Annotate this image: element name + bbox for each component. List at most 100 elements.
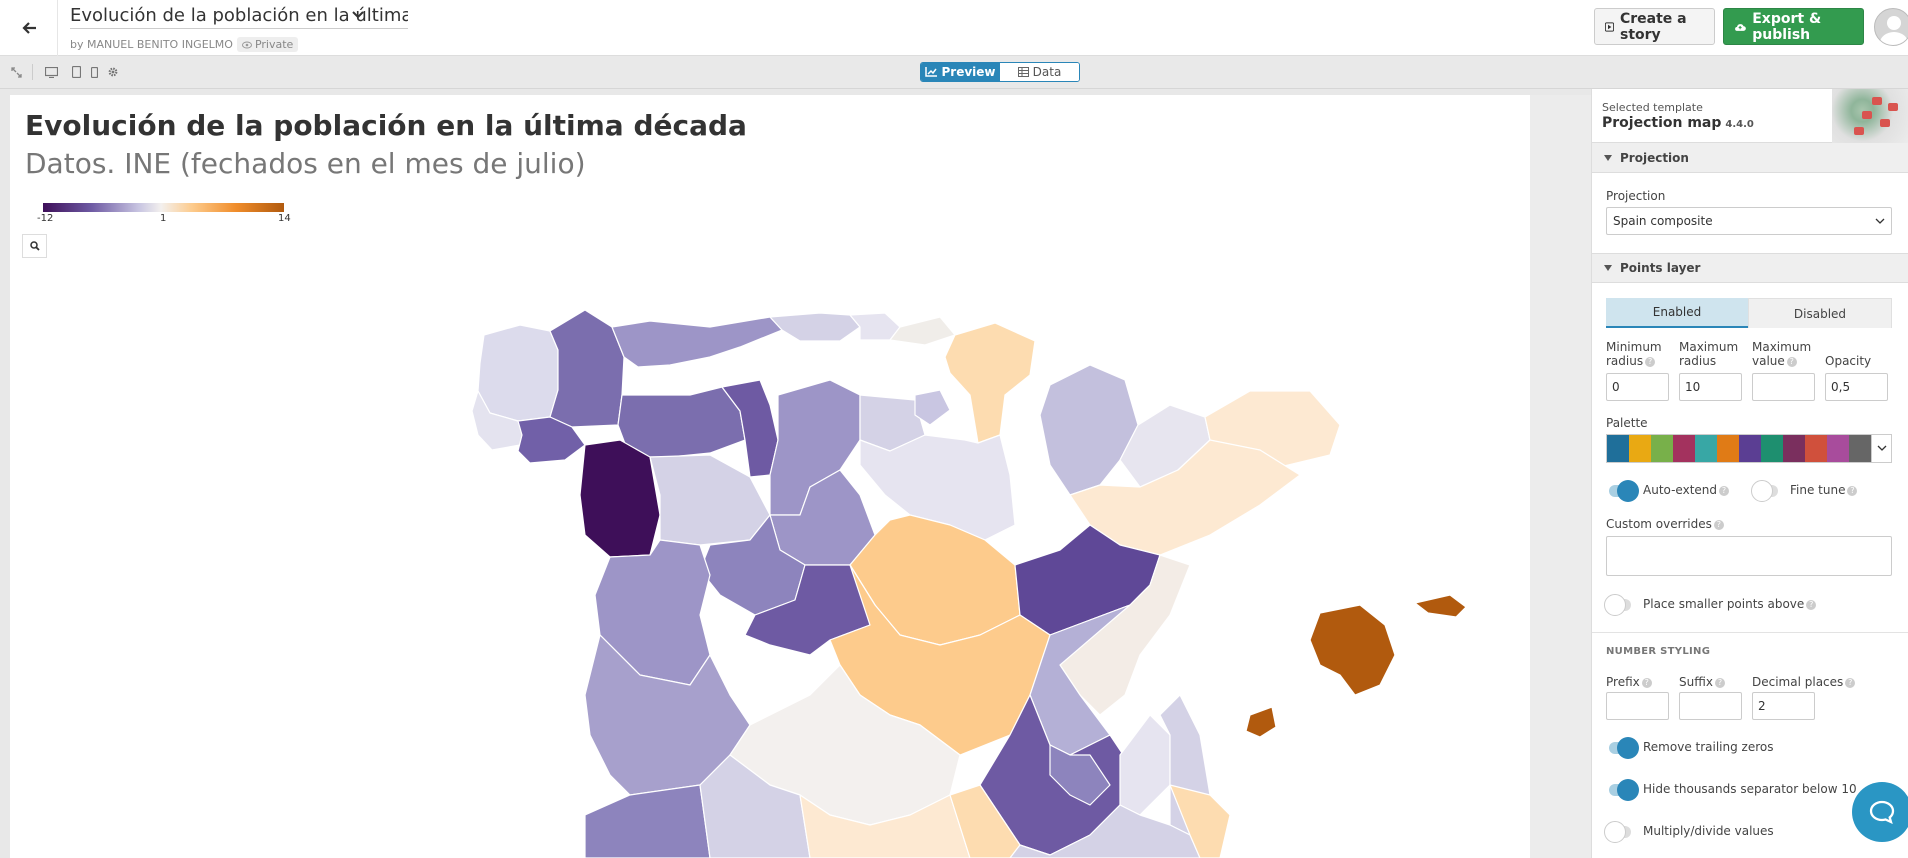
- smaller-points-toggle[interactable]: [1604, 594, 1631, 616]
- palette-swatch: [1827, 435, 1849, 462]
- help-icon: ?: [1845, 677, 1856, 688]
- chart-title: Evolución de la población en la última d…: [25, 109, 747, 142]
- chevron-down-icon: [1877, 445, 1886, 451]
- create-story-label: Create a story: [1619, 10, 1687, 43]
- map-region[interactable]: [1245, 706, 1277, 738]
- settings-sidebar: Selected template Projection map 4.4.0 Pr…: [1591, 89, 1908, 858]
- help-icon: ?: [1641, 677, 1652, 688]
- map-region[interactable]: [477, 324, 559, 422]
- projection-select[interactable]: Spain composite: [1606, 207, 1892, 235]
- remove-zeros-label: Remove trailing zeros: [1643, 740, 1774, 754]
- multiply-divide-label: Multiply/divide values: [1643, 824, 1774, 838]
- export-publish-label: Export & publish: [1752, 10, 1822, 43]
- map-region[interactable]: [799, 794, 971, 858]
- template-name: Projection map 4.4.0: [1602, 115, 1754, 131]
- help-icon: ?: [1719, 485, 1729, 496]
- opacity-input[interactable]: 0,5: [1825, 373, 1888, 401]
- max-radius-input[interactable]: 10: [1679, 373, 1742, 401]
- map-region[interactable]: [1009, 804, 1201, 858]
- map-region[interactable]: [611, 316, 783, 368]
- expand-icon[interactable]: [9, 65, 23, 79]
- user-avatar[interactable]: [1874, 8, 1908, 46]
- export-publish-button[interactable]: Export & publish: [1723, 8, 1864, 45]
- map-region[interactable]: [1169, 784, 1231, 858]
- prefix-label: Prefix?: [1606, 675, 1652, 689]
- projection-label: Projection: [1606, 189, 1666, 203]
- preview-canvas: Evolución de la población en la última d…: [10, 95, 1530, 858]
- map-region[interactable]: [617, 386, 746, 458]
- map-region[interactable]: [1039, 364, 1139, 496]
- tab-data[interactable]: Data: [1000, 63, 1079, 81]
- palette-swatch: [1673, 435, 1695, 462]
- template-label: Selected template: [1602, 101, 1703, 114]
- mobile-icon[interactable]: [87, 65, 101, 79]
- map-region[interactable]: [579, 439, 661, 558]
- map-region[interactable]: [594, 539, 711, 686]
- palette-swatch: [1717, 435, 1739, 462]
- eye-icon: [241, 41, 252, 48]
- max-radius-label: Maximum radius: [1679, 340, 1739, 368]
- map-region[interactable]: [1414, 594, 1467, 618]
- help-chat-button[interactable]: [1852, 782, 1908, 842]
- chart-icon: [925, 67, 938, 77]
- map-region[interactable]: [1309, 604, 1396, 696]
- document-title[interactable]: Evolución de la población en la última d…: [70, 4, 408, 29]
- tablet-icon[interactable]: [69, 65, 83, 79]
- view-toggle: Preview Data: [920, 62, 1080, 82]
- palette-select[interactable]: [1606, 434, 1892, 463]
- enabled-option[interactable]: Enabled: [1606, 298, 1748, 328]
- map-region[interactable]: [914, 389, 951, 426]
- map-region[interactable]: [859, 434, 1016, 541]
- tab-preview[interactable]: Preview: [921, 63, 1000, 81]
- title-area: Evolución de la población en la última d…: [70, 4, 408, 52]
- palette-swatch: [1805, 435, 1827, 462]
- palette-dropdown-button[interactable]: [1871, 435, 1891, 462]
- map-region[interactable]: [517, 416, 586, 464]
- remove-zeros-toggle[interactable]: [1609, 737, 1639, 759]
- selected-template[interactable]: Selected template Projection map 4.4.0: [1592, 89, 1908, 143]
- suffix-input[interactable]: [1679, 692, 1742, 720]
- map-search-button[interactable]: [22, 234, 47, 258]
- map-region[interactable]: [944, 322, 1036, 444]
- gear-icon[interactable]: [106, 65, 120, 79]
- caret-down-icon: [1604, 154, 1612, 161]
- points-layer-section-header[interactable]: Points layer: [1592, 253, 1908, 283]
- privacy-badge[interactable]: Private: [236, 37, 299, 52]
- auto-extend-label: Auto-extend?: [1643, 483, 1729, 497]
- search-icon: [29, 241, 40, 251]
- palette-swatch: [1607, 435, 1629, 462]
- fine-tune-toggle[interactable]: [1751, 480, 1778, 502]
- help-icon: ?: [1806, 599, 1817, 610]
- chevron-down-icon: [352, 11, 364, 19]
- min-radius-input[interactable]: 0: [1606, 373, 1669, 401]
- projection-section-header[interactable]: Projection: [1592, 143, 1908, 173]
- prefix-input[interactable]: [1606, 692, 1669, 720]
- title-menu-button[interactable]: [346, 6, 370, 24]
- template-version: 4.4.0: [1725, 119, 1754, 130]
- choropleth-map[interactable]: [10, 95, 1530, 858]
- palette-swatch: [1849, 435, 1871, 462]
- auto-extend-toggle[interactable]: [1609, 480, 1639, 502]
- legend-mid-label: 1: [160, 213, 167, 224]
- map-region[interactable]: [769, 312, 861, 342]
- help-icon: ?: [1645, 356, 1656, 367]
- custom-overrides-textarea[interactable]: [1606, 536, 1892, 576]
- disabled-option[interactable]: Disabled: [1748, 298, 1892, 328]
- hide-thousands-toggle[interactable]: [1609, 779, 1639, 801]
- map-region[interactable]: [889, 316, 956, 346]
- map-region[interactable]: [584, 784, 711, 858]
- map-region[interactable]: [1049, 744, 1111, 806]
- decimal-places-input[interactable]: 2: [1752, 692, 1815, 720]
- map-region[interactable]: [1119, 714, 1171, 816]
- multiply-divide-toggle[interactable]: [1604, 821, 1631, 843]
- max-value-input[interactable]: [1752, 373, 1815, 401]
- create-story-button[interactable]: Create a story: [1594, 8, 1715, 45]
- palette-label: Palette: [1606, 416, 1648, 430]
- back-button[interactable]: [0, 0, 58, 56]
- suffix-label: Suffix?: [1679, 675, 1725, 689]
- desktop-icon[interactable]: [44, 65, 58, 79]
- help-icon: ?: [1847, 485, 1858, 496]
- arrow-left-icon: [21, 22, 36, 34]
- max-value-label: Maximum value?: [1752, 340, 1812, 368]
- canvas-gutter: [1530, 95, 1591, 858]
